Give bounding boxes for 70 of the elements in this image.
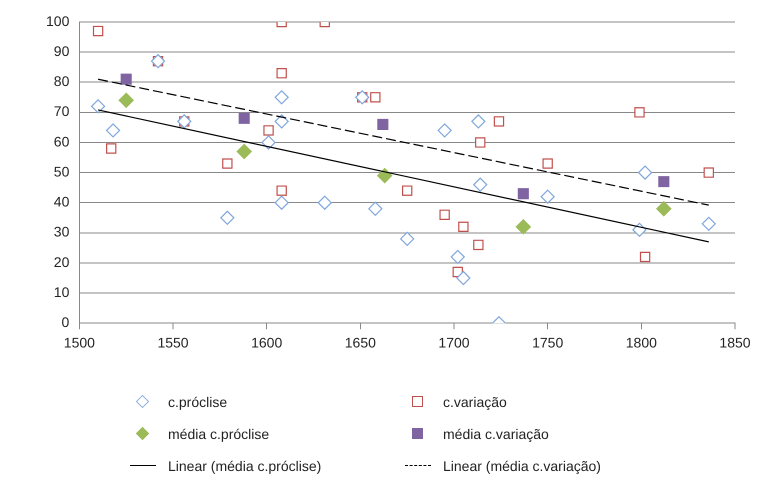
point	[456, 270, 470, 286]
point	[92, 26, 104, 36]
y-tick-label: 20	[54, 254, 70, 270]
point	[118, 92, 134, 108]
point	[222, 158, 233, 169]
point	[261, 135, 276, 150]
point	[370, 92, 381, 102]
point	[263, 125, 274, 136]
x-tick-label: 1650	[344, 334, 376, 350]
point	[276, 185, 287, 196]
point	[439, 210, 450, 220]
point	[634, 107, 645, 118]
y-tick-label: 10	[54, 284, 70, 300]
point	[276, 68, 287, 78]
y-tick-label: 50	[54, 163, 70, 180]
y-tick-label: 60	[54, 133, 70, 150]
point	[473, 178, 488, 192]
y-tick-label: 100	[46, 12, 70, 29]
point	[494, 116, 504, 127]
point	[540, 190, 555, 204]
y-tick-label: 0	[62, 314, 70, 330]
point	[518, 188, 529, 200]
x-tick-label: 1750	[532, 334, 564, 350]
point	[274, 90, 289, 104]
legend-label: Linear (média c.variação)	[443, 458, 601, 474]
point	[656, 201, 672, 216]
point	[542, 158, 553, 169]
point	[120, 74, 132, 85]
point	[475, 137, 486, 148]
point	[438, 123, 452, 138]
point	[640, 252, 650, 262]
legend-label: média c.próclise	[168, 426, 270, 442]
point	[638, 166, 652, 180]
point	[220, 210, 234, 225]
point	[236, 144, 252, 160]
legend-label: média c.variação	[443, 426, 549, 442]
legend-label: Linear (média c.próclise)	[168, 458, 322, 474]
point	[458, 222, 469, 232]
point	[274, 196, 289, 210]
point	[274, 114, 289, 128]
point	[402, 185, 412, 196]
point	[377, 168, 392, 184]
legend-label: c.variação	[443, 394, 507, 410]
point	[377, 118, 388, 130]
point	[471, 114, 486, 128]
x-tick-label: 1600	[251, 334, 282, 350]
y-tick-label: 40	[54, 194, 70, 210]
y-tick-label: 80	[54, 73, 70, 90]
point	[368, 202, 382, 216]
point	[702, 216, 716, 231]
x-tick-label: 1700	[438, 334, 470, 350]
x-tick-label: 1800	[626, 334, 658, 350]
point	[473, 240, 484, 250]
x-tick-label: 1850	[719, 334, 751, 350]
y-tick-label: 70	[54, 103, 70, 120]
point	[516, 219, 531, 234]
point	[704, 167, 714, 178]
legend-label: c.próclise	[168, 394, 228, 410]
point	[238, 112, 250, 124]
point	[400, 232, 414, 246]
point	[318, 196, 332, 210]
point	[90, 99, 106, 114]
point	[106, 143, 116, 154]
x-tick-label: 1500	[64, 334, 96, 350]
y-tick-label: 30	[54, 224, 70, 240]
y-tick-label: 90	[54, 42, 70, 59]
point	[106, 123, 120, 138]
x-tick-label: 1550	[157, 334, 189, 350]
point	[658, 176, 670, 188]
point	[450, 250, 465, 264]
